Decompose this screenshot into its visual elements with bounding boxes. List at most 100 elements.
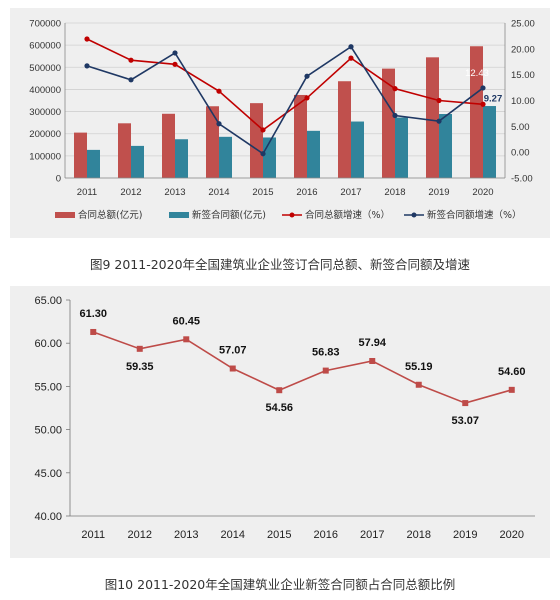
ratio-data-label: 53.07 [451, 415, 479, 427]
data-label-new-growth-2020: 12.43 [465, 68, 489, 79]
y-tick-label: 65.00 [34, 295, 62, 307]
y-left-tick-label: 300000 [29, 107, 61, 118]
bar-total-contract [294, 94, 307, 178]
bar-new-contract [439, 114, 452, 178]
new-growth-point [84, 63, 90, 69]
y-left-tick-label: 100000 [29, 151, 61, 162]
ratio-data-label: 56.83 [312, 347, 340, 359]
bar-total-contract [206, 106, 219, 178]
legend-label-new-growth: 新签合同额增速（%） [427, 209, 522, 221]
total-growth-point [304, 95, 310, 101]
bar-total-contract [250, 103, 263, 178]
x-tick-label: 2014 [208, 187, 229, 198]
x-tick-label: 2017 [360, 529, 384, 541]
total-growth-point [216, 88, 222, 94]
ratio-point [276, 387, 283, 394]
legend-marker-total-growth [289, 212, 295, 218]
bar-new-contract [307, 130, 320, 178]
y-tick-label: 60.00 [34, 338, 62, 350]
bar-total-contract [118, 123, 131, 178]
new-growth-point [216, 121, 222, 127]
bar-total-contract [338, 81, 351, 178]
bar-total-contract [382, 68, 395, 178]
y-left-tick-label: 200000 [29, 129, 61, 140]
line-chart-fig10: 40.00 45.00 50.00 55.00 60.00 65.00 2011 2012 20… [34, 295, 535, 541]
x-tick-label: 2013 [174, 529, 198, 541]
data-label-total-growth-2020: 9.27 [484, 93, 503, 104]
new-growth-point [436, 118, 442, 124]
bar-total-contract [426, 57, 439, 179]
ratio-point [369, 357, 376, 364]
new-growth-point [304, 73, 310, 79]
x-tick-label: 2019 [453, 529, 477, 541]
total-growth-point [436, 97, 442, 104]
bar-total-contract [162, 113, 175, 178]
y-tick-label: 55.00 [34, 381, 62, 393]
bar-new-contract [483, 106, 496, 178]
total-growth-point [172, 61, 178, 67]
ratio-data-label: 60.45 [172, 315, 200, 327]
total-growth-point [260, 127, 266, 133]
total-growth-point [128, 57, 134, 63]
bar-new-contract [131, 145, 144, 178]
new-growth-point [172, 50, 178, 56]
ratio-data-label: 59.35 [126, 361, 154, 373]
legend-label-new: 新签合同额(亿元) [192, 209, 266, 221]
ratio-data-label: 57.94 [358, 337, 386, 349]
bar-total-contract [470, 46, 483, 178]
x-tick-label: 2018 [407, 529, 431, 541]
bar-new-contract [219, 136, 232, 178]
ratio-point [183, 336, 190, 343]
x-tick-label: 2015 [267, 529, 291, 541]
bar-new-contract [351, 121, 364, 178]
total-growth-point [84, 36, 90, 42]
bar-new-contract [395, 117, 408, 178]
x-tick-label: 2016 [314, 529, 338, 541]
figure-10-caption: 图10 2011-2020年全国建筑业企业新签合同额占合同总额比例 [104, 577, 456, 592]
x-tick-label: 2018 [384, 187, 405, 198]
legend-label-total-growth: 合同总额增速（%） [305, 209, 390, 221]
x-tick-label: 2020 [472, 187, 493, 198]
ratio-data-label: 54.56 [265, 402, 293, 414]
y-left-tick-label: 400000 [29, 85, 61, 96]
y-right-tick-label: 0.00 [511, 148, 530, 159]
ratio-data-label: 54.60 [498, 366, 526, 378]
new-growth-point [260, 151, 266, 157]
new-growth-point [392, 112, 398, 119]
legend-label-total: 合同总额(亿元) [78, 209, 142, 221]
y-left-tick-label: 0 [56, 174, 61, 185]
ratio-point [508, 386, 515, 393]
ratio-line [92, 331, 512, 404]
x-tick-label: 2013 [164, 187, 185, 198]
y-tick-label: 40.00 [34, 511, 62, 523]
chart-panel-fig9: 12.43 9.27 0 100000 200000 300000 400000 50000… [10, 8, 550, 238]
y-right-tick-label: 25.00 [511, 19, 535, 30]
x-tick-label: 2015 [252, 187, 273, 198]
new-growth-point [128, 77, 134, 83]
x-tick-label: 2017 [340, 187, 361, 198]
legend-swatch-total [55, 212, 75, 218]
ratio-point [136, 345, 143, 352]
bar-new-contract [175, 139, 188, 178]
ratio-point [322, 367, 329, 374]
y-left-tick-label: 500000 [29, 63, 61, 74]
ratio-point [462, 400, 469, 407]
new-growth-point [348, 44, 354, 50]
ratio-point [90, 328, 97, 335]
x-tick-label: 2014 [221, 529, 245, 541]
x-tick-label: 2012 [120, 187, 141, 198]
ratio-data-label: 57.07 [219, 345, 247, 357]
new-growth-point [480, 85, 486, 91]
x-tick-label: 2020 [500, 529, 524, 541]
total-growth-point [348, 55, 354, 61]
y-right-tick-label: 10.00 [511, 96, 535, 107]
ratio-data-label: 55.19 [405, 361, 433, 373]
ratio-point [229, 365, 236, 372]
y-tick-label: 50.00 [34, 425, 62, 437]
total-growth-point [392, 86, 398, 92]
y-right-tick-label: 20.00 [511, 44, 535, 55]
y-right-tick-label: 15.00 [511, 70, 535, 81]
ratio-data-label: 61.30 [79, 308, 107, 320]
y-right-tick-label: 5.00 [511, 122, 530, 133]
y-right-tick-label: -5.00 [511, 174, 533, 185]
